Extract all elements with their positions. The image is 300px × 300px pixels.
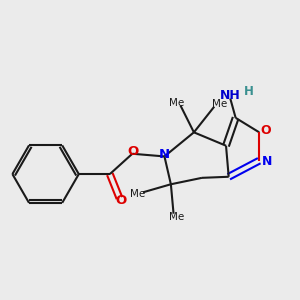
Text: Me: Me [169, 212, 184, 222]
Text: Me: Me [169, 98, 184, 108]
Text: O: O [127, 145, 139, 158]
Text: N: N [158, 148, 169, 161]
Text: N: N [262, 155, 272, 168]
Text: NH: NH [220, 89, 241, 102]
Text: O: O [115, 194, 126, 207]
Text: Me: Me [212, 99, 227, 109]
Text: O: O [260, 124, 271, 137]
Text: H: H [244, 85, 254, 98]
Text: Me: Me [130, 189, 145, 200]
